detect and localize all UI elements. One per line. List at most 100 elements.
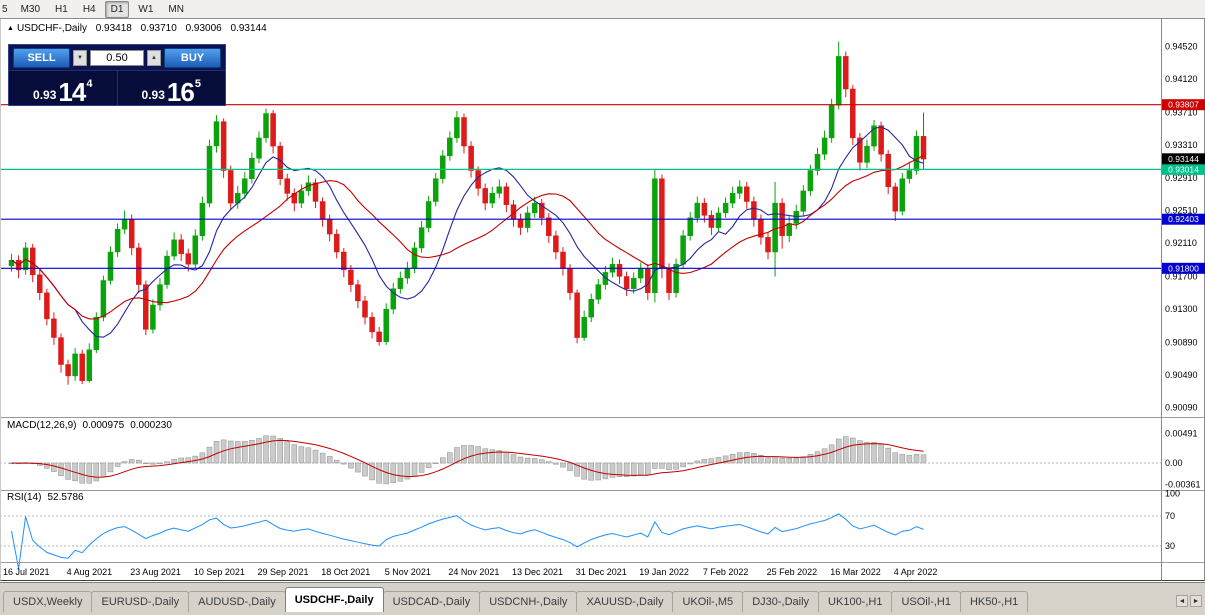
date-label: 19 Jan 2022 [639, 567, 689, 577]
price-tick-label: 0.91300 [1165, 304, 1198, 314]
price-tick-label: 0.92910 [1165, 173, 1198, 183]
svg-text:0.92403: 0.92403 [1168, 214, 1199, 224]
svg-text:0.93014: 0.93014 [1168, 164, 1199, 174]
tab-usoil-h1[interactable]: USOil-,H1 [891, 591, 961, 612]
timeframe-button-m30[interactable]: M30 [20, 3, 41, 15]
bid-price-prefix: 0.93 [33, 88, 57, 102]
price-tick-label: 0.92510 [1165, 205, 1198, 215]
timeframe-button-d1[interactable]: D1 [104, 0, 130, 18]
date-label: 24 Nov 2021 [448, 567, 499, 577]
bid-price-display[interactable]: 0.93 14 4 [9, 71, 117, 105]
date-label: 29 Sep 2021 [258, 567, 309, 577]
tab-scroll-left-icon[interactable]: ◄ [1176, 595, 1188, 607]
price-tick-label: 0.90090 [1165, 403, 1198, 413]
tab-usdx-weekly[interactable]: USDX,Weekly [3, 591, 93, 612]
price-axis: 0.94520 0.94120 0.93710 0.93310 0.92910 0.925… [1165, 42, 1201, 551]
price-level-label: 0.91800 [1162, 262, 1205, 274]
trade-panel-controls: SELL ▼ ▲ BUY [9, 45, 225, 70]
tab-usdcnh-daily[interactable]: USDCNH-,Daily [479, 591, 578, 612]
date-label: 23 Aug 2021 [130, 567, 181, 577]
tab-scroll-right-icon[interactable]: ► [1190, 595, 1202, 607]
macd-tick-label: 0.00491 [1165, 429, 1198, 439]
tab-dj30-daily[interactable]: DJ30-,Daily [742, 591, 820, 612]
sell-button[interactable]: SELL [13, 48, 70, 68]
date-label: 18 Oct 2021 [321, 567, 370, 577]
macd-indicator-label: MACD(12,26,9) 0.000975 0.000230 [7, 420, 178, 431]
moving-average-line [11, 126, 924, 338]
price-tick-label: 0.94520 [1165, 42, 1198, 52]
price-tick-label: 0.93310 [1165, 140, 1198, 150]
rsi-value: 52.5786 [47, 492, 84, 503]
date-label: 10 Sep 2021 [194, 567, 245, 577]
timeframe-button-h1[interactable]: H1 [55, 3, 68, 15]
date-label: 31 Dec 2021 [576, 567, 627, 577]
svg-text:0.93144: 0.93144 [1168, 154, 1199, 164]
timeframe-button-h4[interactable]: H4 [82, 3, 96, 15]
tab-ukoil-m5[interactable]: UKOil-,M5 [672, 591, 744, 612]
price-tick-label: 0.91700 [1165, 272, 1198, 282]
ask-price-prefix: 0.93 [141, 88, 165, 102]
volume-decrease-button[interactable]: ▼ [73, 50, 87, 66]
chart-canvas[interactable]: 0.94520 0.94120 0.93710 0.93310 0.92910 0.925… [0, 19, 1205, 582]
tab-audusd-daily[interactable]: AUDUSD-,Daily [188, 591, 286, 612]
date-label: 13 Dec 2021 [512, 567, 563, 577]
macd-tick-label: -0.00361 [1165, 480, 1201, 490]
ohlc-open-value: 0.93418 [95, 23, 132, 34]
one-click-trading-panel: SELL ▼ ▲ BUY 0.93 14 4 0.93 16 5 [8, 44, 226, 106]
ask-price-display[interactable]: 0.93 16 5 [116, 71, 226, 107]
chart-symbol-label: USDCHF-,Daily [16, 23, 87, 34]
macd-title: MACD(12,26,9) [7, 420, 77, 431]
horizontal-level-lines [0, 104, 1162, 269]
macd-signal-line [11, 439, 924, 478]
ohlc-low-value: 0.93006 [185, 23, 222, 34]
volume-input[interactable] [90, 50, 144, 66]
macd-tick-label: 0.00 [1165, 458, 1183, 468]
volume-increase-button[interactable]: ▲ [147, 50, 161, 66]
price-level-label: 0.93014 [1162, 163, 1205, 175]
date-label: 7 Feb 2022 [703, 567, 749, 577]
date-label: 4 Aug 2021 [67, 567, 113, 577]
date-label: 5 Nov 2021 [385, 567, 431, 577]
chart-title: ▲ USDCHF-,Daily 0.93418 0.93710 0.93006 0… [7, 23, 267, 34]
rsi-tick-label: 70 [1165, 511, 1175, 521]
bid-price-big: 14 [58, 76, 86, 107]
svg-text:0.91800: 0.91800 [1168, 263, 1199, 273]
tab-usdchf-daily[interactable]: USDCHF-,Daily [284, 587, 384, 612]
tab-scroll-buttons: ◄ ► [1173, 583, 1205, 615]
macd-main-value: 0.000975 [82, 420, 125, 431]
tab-eurusd-daily[interactable]: EURUSD-,Daily [91, 591, 190, 612]
price-tick-label: 0.92110 [1165, 238, 1197, 248]
tab-hk50-h1[interactable]: HK50-,H1 [959, 591, 1029, 612]
bid-price-pipette: 4 [86, 78, 93, 90]
rsi-line [11, 513, 924, 569]
timeframe-button-5[interactable]: 5 [2, 3, 8, 15]
timeframe-button-w1[interactable]: W1 [138, 3, 154, 15]
chevron-up-icon: ▲ [151, 55, 157, 61]
date-label: 25 Feb 2022 [767, 567, 818, 577]
timeframe-toolbar: 5 M30 H1 H4 D1 W1 MN [0, 0, 1205, 19]
price-tick-label: 0.90490 [1165, 370, 1198, 380]
macd-signal-value: 0.000230 [130, 420, 172, 431]
tab-xauusd-daily[interactable]: XAUUSD-,Daily [576, 591, 674, 612]
indicator-gridlines [0, 462, 1162, 547]
time-axis: 16 Jul 2021 4 Aug 2021 23 Aug 2021 10 Sep 2… [3, 567, 937, 577]
chart-tabs: USDX,Weekly EURUSD-,Daily AUDUSD-,Daily USD… [0, 583, 1173, 615]
macd-histogram [8, 435, 927, 485]
current-price-label: 0.93144 [1162, 153, 1205, 165]
trade-panel-quotes: 0.93 14 4 0.93 16 5 [9, 70, 225, 105]
buy-button[interactable]: BUY [164, 48, 221, 68]
chevron-down-icon: ▼ [77, 55, 83, 61]
tab-uk100-h1[interactable]: UK100-,H1 [818, 591, 893, 612]
rsi-tick-label: 30 [1165, 541, 1175, 551]
tab-usdcad-daily[interactable]: USDCAD-,Daily [382, 591, 481, 612]
ask-price-pipette: 5 [194, 78, 201, 90]
timeframe-button-mn[interactable]: MN [168, 3, 184, 15]
date-label: 16 Jul 2021 [3, 567, 50, 577]
price-level-label: 0.93807 [1162, 99, 1205, 111]
chart-tab-bar: USDX,Weekly EURUSD-,Daily AUDUSD-,Daily USD… [0, 582, 1205, 615]
price-tick-label: 0.94120 [1165, 74, 1198, 84]
svg-text:0.93807: 0.93807 [1168, 100, 1199, 110]
trade-panel-collapse-icon[interactable]: ▲ [7, 25, 14, 32]
rsi-tick-label: 100 [1165, 489, 1180, 499]
ask-price-big: 16 [166, 76, 195, 107]
